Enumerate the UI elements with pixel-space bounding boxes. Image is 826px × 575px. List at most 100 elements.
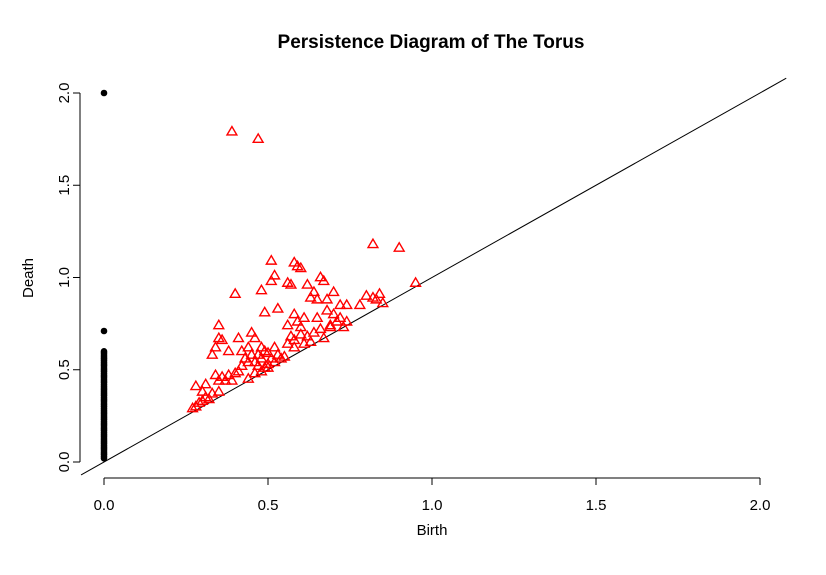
h1-point — [212, 318, 225, 330]
h1-point — [370, 293, 383, 304]
x-tick-label: 0.0 — [94, 497, 115, 514]
h1-point — [288, 307, 301, 319]
y-axis-ticks: 0.0 0.5 1.0 1.5 2.0 — [56, 83, 80, 473]
h1-point — [284, 329, 298, 341]
h1-point — [340, 298, 353, 310]
h1-point — [238, 352, 252, 363]
h1-point — [317, 331, 330, 343]
h1-point — [297, 337, 311, 348]
y-tick-label: 0.0 — [56, 452, 73, 473]
h1-point — [311, 311, 324, 323]
h1-point — [360, 289, 373, 300]
x-tick-label: 1.5 — [586, 497, 607, 514]
x-tick-label: 0.5 — [258, 497, 279, 514]
h1-point — [307, 285, 321, 297]
y-axis-title: Death — [20, 258, 37, 298]
plot-points — [100, 89, 422, 462]
chart-title: Persistence Diagram of The Torus — [278, 32, 585, 53]
h1-point — [242, 372, 255, 383]
h1-point — [242, 341, 255, 352]
h1-point — [317, 274, 330, 286]
h1-point — [320, 293, 334, 304]
h1-point — [268, 269, 281, 280]
h1-point — [245, 326, 258, 337]
h1-point — [206, 348, 219, 359]
h1-point — [265, 274, 278, 286]
h1-point — [248, 331, 262, 343]
h1-point — [366, 237, 380, 249]
h1-point — [314, 322, 327, 334]
h1-point — [291, 315, 304, 326]
h1-point — [219, 374, 232, 385]
h1-point — [294, 261, 307, 273]
x-axis-ticks: 0.0 0.5 1.0 1.5 2.0 — [94, 478, 771, 514]
y-tick-label: 0.5 — [56, 359, 73, 380]
h0-point — [100, 455, 108, 462]
y-tick-label: 1.0 — [56, 267, 73, 288]
h1-point — [235, 344, 248, 356]
h1-point — [307, 326, 321, 337]
h1-point — [209, 341, 222, 352]
h1-point — [297, 311, 311, 323]
h1-point — [373, 287, 386, 299]
h1-point — [337, 320, 350, 332]
h1-point — [294, 328, 307, 339]
h1-point — [222, 344, 235, 356]
h1-point — [271, 302, 285, 313]
h1-point — [225, 374, 239, 385]
h0-point — [100, 327, 108, 335]
h1-point — [229, 366, 242, 378]
h1-point — [251, 359, 265, 370]
h1-point — [301, 278, 314, 289]
h1-point — [202, 392, 216, 404]
h1-point — [311, 293, 324, 304]
h1-point — [393, 241, 406, 252]
h1-point — [353, 298, 367, 310]
h1-point — [245, 348, 258, 359]
diagonal-reference-line — [80, 77, 787, 476]
h1-point — [215, 333, 229, 345]
h1-point — [209, 368, 222, 380]
x-tick-label: 2.0 — [750, 497, 771, 514]
h1-point — [251, 132, 265, 144]
h1-point — [333, 311, 347, 323]
x-axis-title: Birth — [417, 522, 448, 539]
h1-point — [255, 352, 268, 363]
h1-point — [268, 355, 281, 367]
h1-point — [324, 318, 337, 330]
h1-point — [333, 298, 347, 310]
h1-point — [340, 315, 353, 326]
h1-point — [261, 361, 275, 372]
h1-point — [327, 307, 340, 319]
y-tick-label: 2.0 — [56, 83, 73, 104]
h1-point — [304, 335, 317, 346]
y-tick-label: 1.5 — [56, 175, 73, 196]
h1-point — [288, 341, 301, 352]
h1-point — [324, 320, 337, 332]
h0-point — [100, 89, 108, 97]
x-tick-label: 1.0 — [422, 497, 443, 514]
h1-point — [212, 385, 225, 396]
h1-point — [281, 318, 294, 330]
h1-point — [376, 296, 389, 308]
h1-point — [232, 331, 245, 343]
h1-point — [222, 368, 235, 380]
h1-point — [409, 276, 422, 287]
h1-point — [235, 359, 248, 370]
h1-point — [255, 283, 268, 295]
h1-point — [229, 287, 242, 299]
h1-point — [189, 400, 203, 411]
h1-point — [189, 379, 203, 391]
h1-point — [199, 377, 212, 389]
h1-point — [212, 374, 225, 385]
h1-point — [268, 341, 281, 352]
h1-point — [327, 285, 340, 297]
h1-point — [281, 337, 294, 348]
h1-point — [258, 305, 271, 317]
h1-point — [265, 254, 278, 265]
h1-point — [261, 346, 275, 358]
h1-point — [304, 291, 317, 302]
h1-point — [320, 304, 334, 315]
h1-point — [225, 125, 239, 136]
